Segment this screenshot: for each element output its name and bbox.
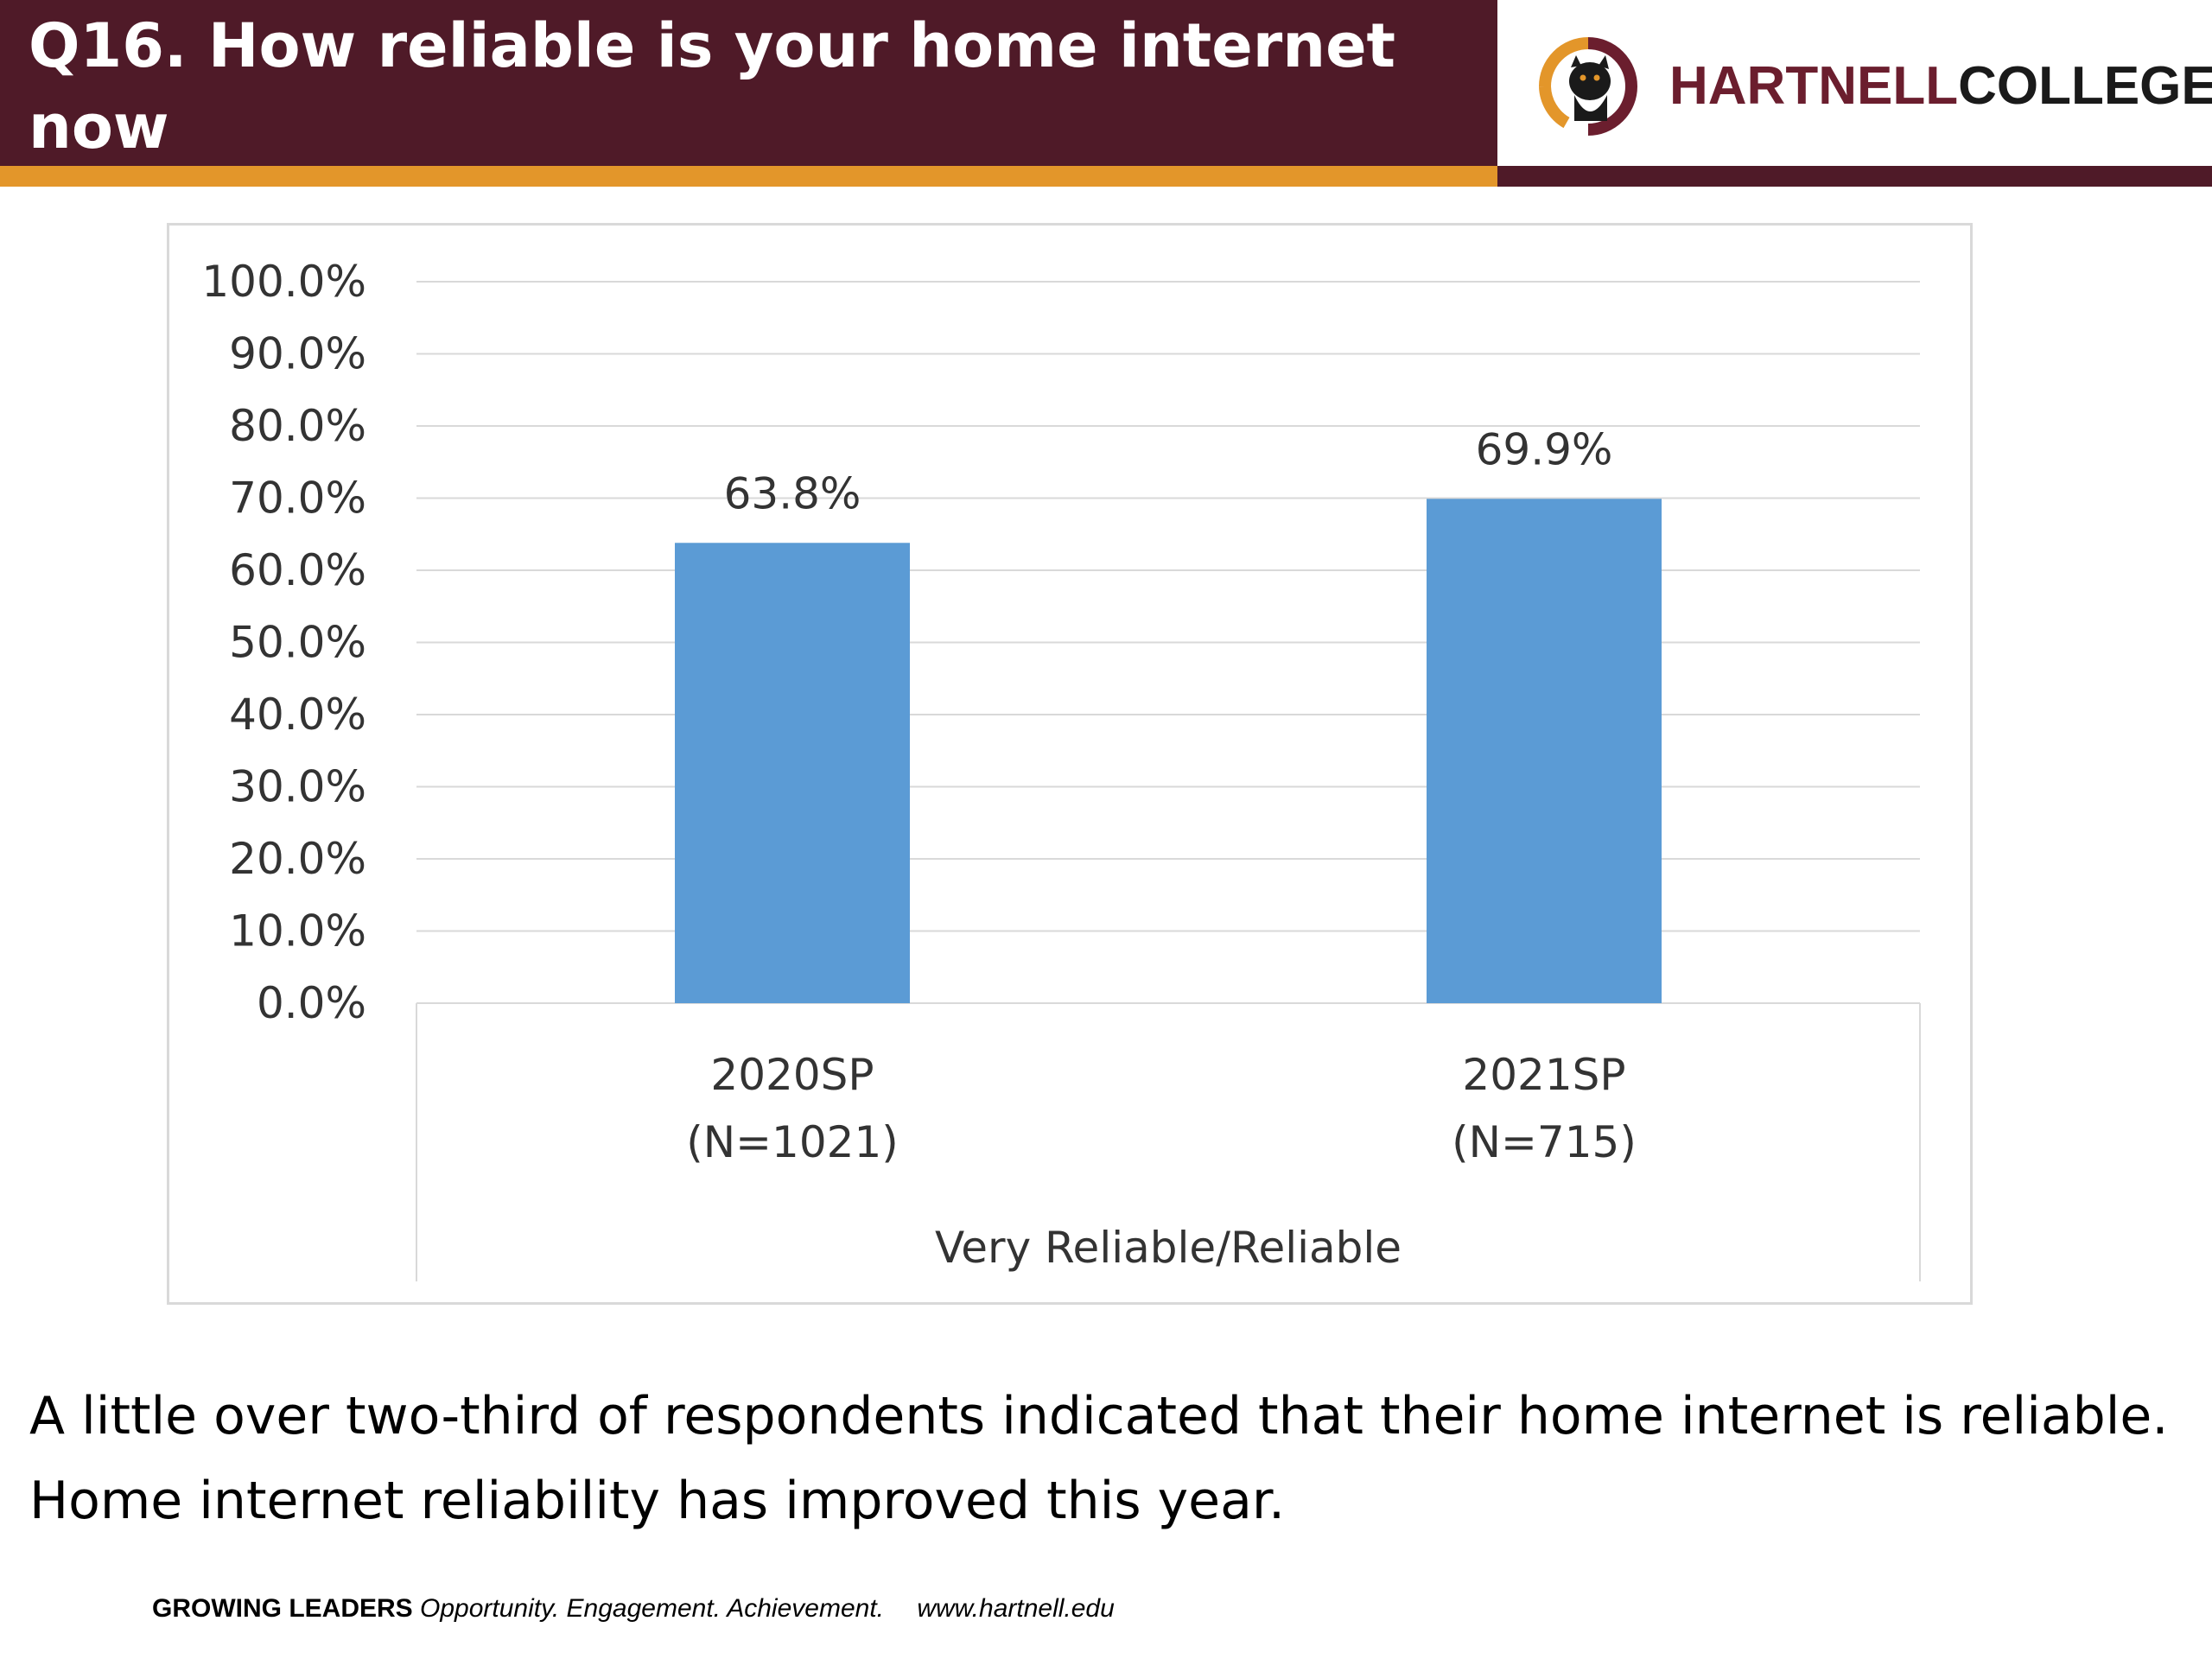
- header-banner: Q16. How reliable is your home internet …: [0, 0, 1497, 244]
- y-tick-label: 40.0%: [229, 690, 366, 740]
- footer-tagline: Opportunity. Engagement. Achievement.: [420, 1594, 884, 1623]
- y-tick-label: 60.0%: [229, 545, 366, 595]
- bar-chart: 0.0% 10.0% 20.0% 30.0% 40.0% 50.0% 60.0% 70.0% 8…: [201, 257, 1921, 1281]
- logo-hartnell: HARTNELL: [1669, 56, 1959, 116]
- y-tick-label: 90.0%: [229, 329, 366, 379]
- college-logo-wordmark: HARTNELLCOLLEGE: [1669, 52, 2212, 121]
- x-tick-label-n: (N=715): [1452, 1117, 1637, 1167]
- y-tick-label: 70.0%: [229, 474, 366, 524]
- logo-maroon-stripe: [1497, 166, 2212, 187]
- x-tick-label-n: (N=1021): [686, 1117, 899, 1167]
- x-axis-title: Very Reliable/Reliable: [935, 1223, 1402, 1273]
- y-tick-label: 20.0%: [229, 834, 366, 884]
- panther-emblem-icon: [1539, 37, 1638, 136]
- x-tick-label: 2021SP: [1462, 1050, 1625, 1100]
- header-gold-stripe: [0, 166, 1497, 187]
- footer: GROWING LEADERS Opportunity. Engagement.…: [152, 1594, 1115, 1624]
- y-tick-label: 100.0%: [201, 257, 366, 307]
- bar: [1427, 499, 1662, 1003]
- y-tick-label: 50.0%: [229, 618, 366, 668]
- x-tick-label: 2020SP: [710, 1050, 874, 1100]
- summary-line2: Home internet reliability has improved t…: [29, 1471, 1286, 1531]
- y-tick-label: 30.0%: [229, 762, 366, 812]
- data-label: 69.9%: [1476, 424, 1613, 474]
- footer-slogan: GROWING LEADERS: [152, 1594, 413, 1623]
- bar: [675, 543, 910, 1003]
- page-title: Q16. How reliable is your home internet …: [29, 5, 1489, 249]
- y-tick-label: 80.0%: [229, 401, 366, 451]
- logo-college: COLLEGE: [1958, 56, 2212, 116]
- y-tick-label: 0.0%: [257, 978, 366, 1028]
- chart-container: 0.0% 10.0% 20.0% 30.0% 40.0% 50.0% 60.0% 70.0% 8…: [167, 223, 1973, 1305]
- data-label: 63.8%: [724, 468, 861, 518]
- page-title-line1: Q16. How reliable is your home internet …: [29, 10, 1396, 162]
- summary-text: A little over two-third of respondents i…: [29, 1374, 2190, 1543]
- logo-area: [1497, 0, 2212, 166]
- y-tick-label: 10.0%: [229, 906, 366, 957]
- summary-line1: A little over two-third of respondents i…: [29, 1386, 2169, 1446]
- footer-url: www.hartnell.edu: [917, 1594, 1115, 1623]
